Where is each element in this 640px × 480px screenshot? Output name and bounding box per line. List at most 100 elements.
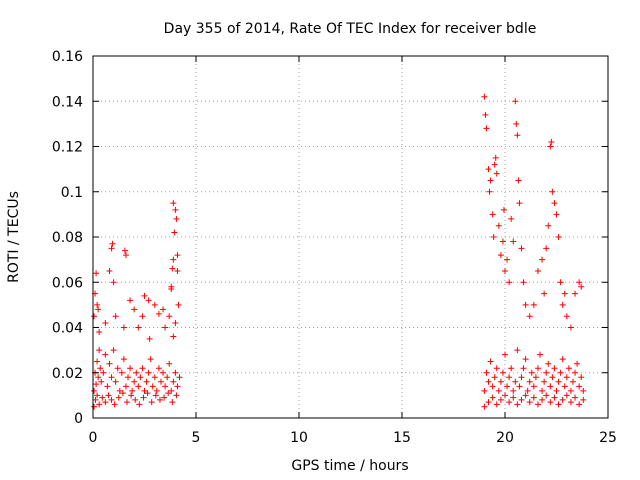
data-point — [153, 387, 160, 394]
data-point — [132, 396, 139, 403]
data-point — [162, 324, 169, 331]
data-point — [155, 310, 162, 317]
data-point — [109, 240, 116, 247]
data-point — [534, 267, 541, 274]
data-point — [551, 394, 558, 401]
data-point — [576, 401, 583, 408]
data-point — [574, 360, 581, 367]
data-point — [94, 301, 101, 308]
data-point — [141, 292, 148, 299]
data-point — [559, 396, 566, 403]
data-point — [485, 166, 492, 173]
data-point — [567, 387, 574, 394]
data-point — [135, 383, 142, 390]
data-point — [164, 374, 171, 381]
data-point — [174, 267, 181, 274]
data-point — [532, 374, 539, 381]
data-point — [522, 392, 529, 399]
data-point — [553, 387, 560, 394]
grid — [93, 56, 608, 418]
data-point — [174, 252, 181, 259]
data-point — [160, 369, 167, 376]
data-point — [569, 378, 576, 385]
data-point — [497, 378, 504, 385]
data-point — [530, 301, 537, 308]
data-point — [510, 238, 517, 245]
data-point — [487, 177, 494, 184]
data-point — [95, 374, 102, 381]
data-point — [481, 403, 488, 410]
y-tick-label: 0.16 — [52, 49, 83, 65]
data-point — [123, 399, 130, 406]
data-point — [493, 401, 500, 408]
data-point — [526, 313, 533, 320]
data-points — [91, 93, 587, 410]
data-point — [506, 279, 513, 286]
data-point — [561, 290, 568, 297]
data-point — [491, 374, 498, 381]
data-point — [108, 374, 115, 381]
data-point — [119, 390, 126, 397]
data-point — [516, 200, 523, 207]
data-point — [514, 132, 521, 139]
data-point — [170, 256, 177, 263]
data-point — [495, 387, 502, 394]
data-point — [543, 245, 550, 252]
data-point — [95, 306, 102, 313]
data-point — [108, 245, 115, 252]
data-point — [121, 247, 128, 254]
data-point — [160, 306, 167, 313]
data-point — [120, 324, 127, 331]
data-point — [563, 313, 570, 320]
data-point — [512, 98, 519, 105]
data-point — [94, 358, 101, 365]
y-tick-label: 0.1 — [61, 185, 83, 201]
data-point — [110, 347, 117, 354]
data-point — [173, 392, 180, 399]
data-point — [166, 360, 173, 367]
data-point — [502, 392, 508, 399]
data-point — [114, 365, 121, 372]
data-point — [526, 399, 533, 406]
data-point — [561, 383, 568, 390]
data-point — [547, 143, 554, 150]
data-point — [576, 383, 583, 390]
data-point — [510, 387, 517, 394]
data-point — [96, 329, 103, 336]
data-point — [106, 267, 113, 274]
data-point — [99, 394, 106, 401]
data-point — [510, 394, 517, 401]
data-point — [487, 358, 494, 365]
data-point — [157, 378, 164, 385]
data-point — [515, 177, 522, 184]
data-point — [513, 120, 520, 127]
data-point — [172, 206, 179, 213]
data-point — [482, 111, 489, 118]
data-point — [176, 374, 183, 381]
data-point — [148, 399, 155, 406]
axis-ticks: 0 5 10 15 20 25 0 0.02 0.04 0.06 0.08 0.1 0.12 0.14 0.… — [52, 49, 617, 446]
data-point — [122, 383, 129, 390]
y-tick-label: 0.02 — [52, 366, 83, 382]
data-point — [125, 374, 132, 381]
data-point — [559, 356, 566, 363]
data-point — [112, 378, 119, 385]
data-point — [93, 381, 100, 388]
data-point — [144, 390, 151, 397]
x-tick-label: 20 — [496, 430, 514, 446]
data-point — [141, 387, 148, 394]
data-point — [530, 383, 537, 390]
data-point — [518, 245, 525, 252]
data-point — [578, 374, 585, 381]
data-point — [490, 234, 497, 240]
data-point — [96, 401, 103, 408]
data-point — [147, 356, 154, 363]
data-point — [171, 229, 178, 236]
data-point — [565, 365, 572, 372]
data-point — [108, 396, 115, 403]
data-point — [518, 396, 525, 403]
data-point — [91, 387, 98, 394]
data-point — [161, 394, 168, 401]
data-point — [499, 369, 506, 376]
data-point — [139, 365, 146, 372]
